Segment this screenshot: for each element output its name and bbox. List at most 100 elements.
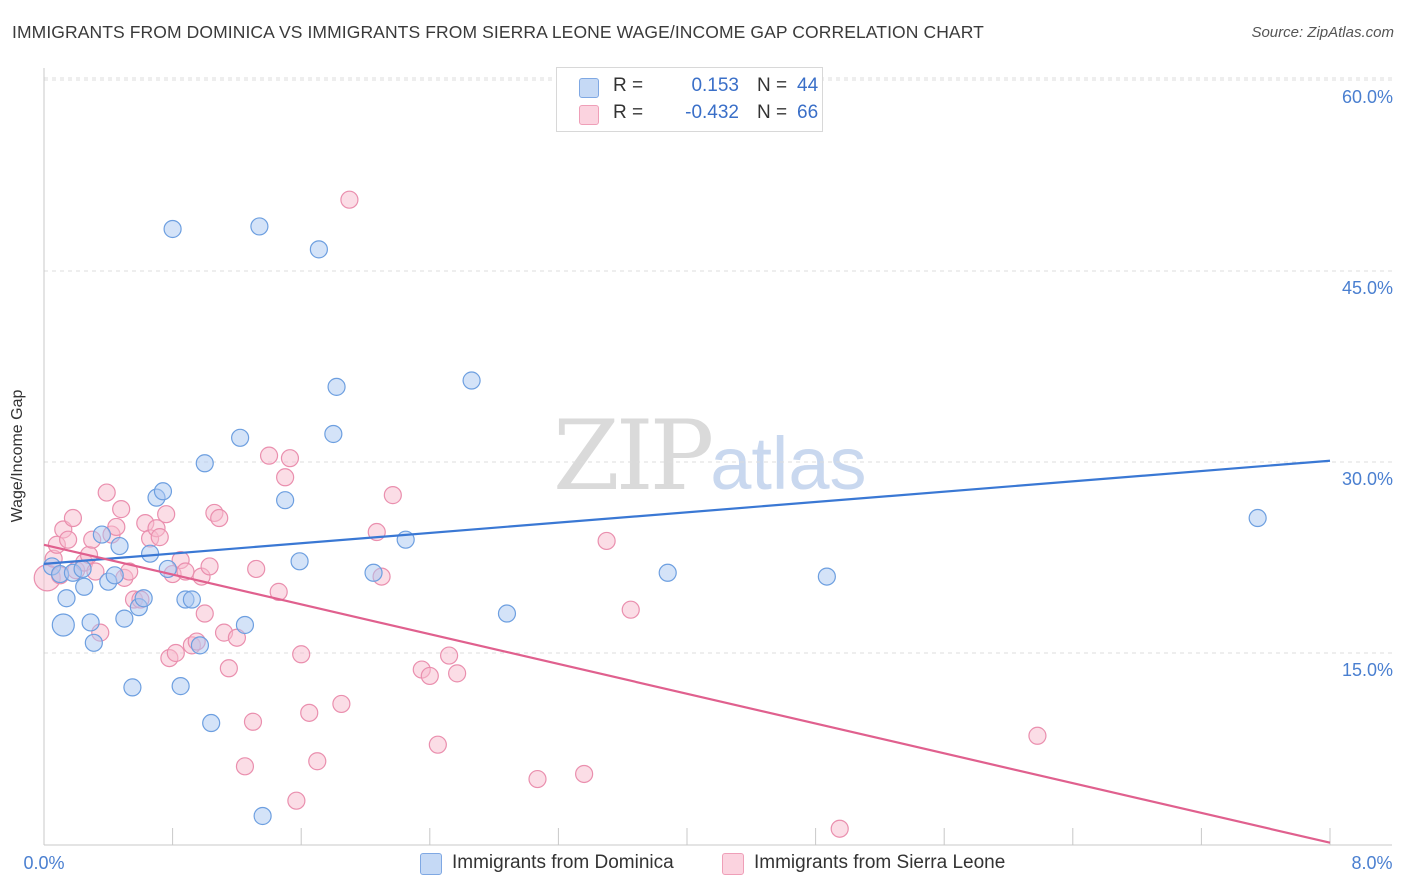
- data-point-sierra-leone: [269, 582, 288, 601]
- data-point-sierra-leone: [420, 666, 439, 686]
- data-point-sierra-leone: [428, 735, 447, 754]
- legend-n-value: 44: [797, 75, 819, 96]
- data-point-dominica: [462, 371, 481, 390]
- data-point-dominica: [235, 615, 255, 635]
- legend-swatch-dominica: [579, 78, 599, 98]
- legend-swatch-sierra-leone: [579, 105, 599, 125]
- x-tick-label: 8.0%: [1351, 853, 1392, 873]
- data-point-sierra-leone: [1028, 726, 1047, 745]
- data-point-dominica: [140, 544, 160, 563]
- data-point-sierra-leone: [528, 769, 547, 789]
- data-point-sierra-leone: [383, 486, 402, 505]
- data-point-dominica: [195, 454, 214, 473]
- legend-label-sierra-leone: Immigrants from Sierra Leone: [754, 852, 1006, 873]
- trend-line-dominica: [43, 459, 1331, 565]
- data-point-sierra-leone: [63, 508, 83, 528]
- data-point-dominica: [84, 633, 103, 652]
- axes: [43, 68, 1392, 846]
- data-point-sierra-leone: [292, 645, 311, 664]
- gridlines: [44, 77, 1392, 654]
- data-point-dominica: [163, 219, 182, 239]
- trend-line-sierra-leone: [43, 543, 1331, 844]
- watermark-zip: ZIP: [553, 400, 714, 512]
- series-sierra-leone-points: [33, 190, 1047, 838]
- data-point-sierra-leone: [300, 703, 319, 722]
- legend-r-value: -0.432: [685, 102, 739, 123]
- data-point-dominica: [276, 491, 295, 510]
- correlation-legend: R = 0.153 N = 44 R = -0.432 N = 66: [556, 67, 823, 132]
- legend-label-dominica: Immigrants from Dominica: [452, 852, 674, 873]
- y-tick-label: 45.0%: [1342, 278, 1393, 298]
- legend-r-label: R =: [613, 102, 644, 123]
- series-legend: Immigrants from Dominica Immigrants from…: [0, 852, 1406, 878]
- legend-n-label: N =: [757, 75, 788, 96]
- data-point-dominica: [182, 590, 201, 609]
- data-point-sierra-leone: [830, 819, 849, 838]
- data-point-dominica: [92, 525, 111, 544]
- data-point-dominica: [134, 589, 153, 608]
- data-point-dominica: [290, 552, 309, 571]
- data-point-sierra-leone: [97, 483, 116, 502]
- data-point-sierra-leone: [621, 600, 640, 619]
- legend-swatch-dominica: [420, 853, 442, 875]
- data-point-dominica: [1248, 508, 1267, 528]
- data-point-sierra-leone: [332, 694, 351, 714]
- source-credit: Source: ZipAtlas.com: [1251, 24, 1394, 41]
- data-point-sierra-leone: [287, 791, 306, 810]
- data-point-dominica: [115, 609, 134, 628]
- data-point-sierra-leone: [112, 500, 131, 519]
- data-point-sierra-leone: [157, 505, 176, 524]
- data-point-dominica: [364, 563, 383, 582]
- data-point-dominica: [202, 713, 221, 733]
- data-point-sierra-leone: [219, 659, 238, 678]
- legend-swatch-sierra-leone: [722, 853, 744, 875]
- data-point-sierra-leone: [195, 604, 214, 623]
- data-point-dominica: [250, 217, 269, 236]
- data-point-sierra-leone: [107, 517, 126, 537]
- tick-labels: 15.0% 30.0% 45.0% 60.0% 0.0% 8.0%: [23, 87, 1393, 873]
- data-point-dominica: [497, 604, 517, 623]
- data-point-dominica: [658, 563, 677, 582]
- data-point-sierra-leone: [166, 643, 185, 663]
- data-point-dominica: [817, 567, 836, 586]
- data-point-dominica: [123, 678, 142, 697]
- data-point-sierra-leone: [575, 764, 594, 784]
- y-tick-label: 30.0%: [1342, 469, 1393, 489]
- legend-r-label: R =: [613, 75, 644, 96]
- data-point-sierra-leone: [340, 190, 359, 209]
- trend-lines: [43, 459, 1331, 844]
- legend-n-label: N =: [757, 102, 788, 123]
- data-point-dominica: [231, 428, 250, 447]
- data-point-dominica: [324, 424, 343, 444]
- watermark-atlas: atlas: [710, 422, 867, 505]
- watermark: ZIPatlas: [553, 400, 867, 512]
- data-point-sierra-leone: [59, 530, 78, 549]
- data-point-sierra-leone: [210, 508, 229, 528]
- data-point-sierra-leone: [259, 446, 279, 465]
- y-tick-label: 15.0%: [1342, 660, 1393, 680]
- data-point-dominica: [81, 613, 100, 632]
- data-point-sierra-leone: [200, 557, 219, 576]
- data-point-sierra-leone: [150, 528, 169, 547]
- legend-r-value: 0.153: [691, 75, 739, 96]
- legend-n-value: 66: [797, 102, 819, 123]
- data-point-dominica: [57, 589, 76, 608]
- data-point-dominica: [51, 613, 75, 637]
- data-point-sierra-leone: [280, 449, 300, 468]
- data-point-dominica: [110, 536, 129, 556]
- data-point-sierra-leone: [243, 712, 263, 731]
- x-tick-label: 0.0%: [23, 853, 64, 873]
- data-point-sierra-leone: [308, 752, 327, 771]
- data-point-sierra-leone: [276, 468, 295, 487]
- data-point-sierra-leone: [235, 757, 255, 776]
- data-point-dominica: [253, 806, 272, 826]
- data-point-dominica: [309, 240, 328, 259]
- data-point-sierra-leone: [439, 646, 459, 665]
- chart-title: IMMIGRANTS FROM DOMINICA VS IMMIGRANTS F…: [12, 22, 984, 42]
- data-point-dominica: [73, 559, 92, 579]
- data-point-dominica: [171, 677, 190, 696]
- data-point-sierra-leone: [247, 559, 266, 579]
- series-dominica-points: [42, 217, 1267, 826]
- y-tick-label: 60.0%: [1342, 87, 1393, 107]
